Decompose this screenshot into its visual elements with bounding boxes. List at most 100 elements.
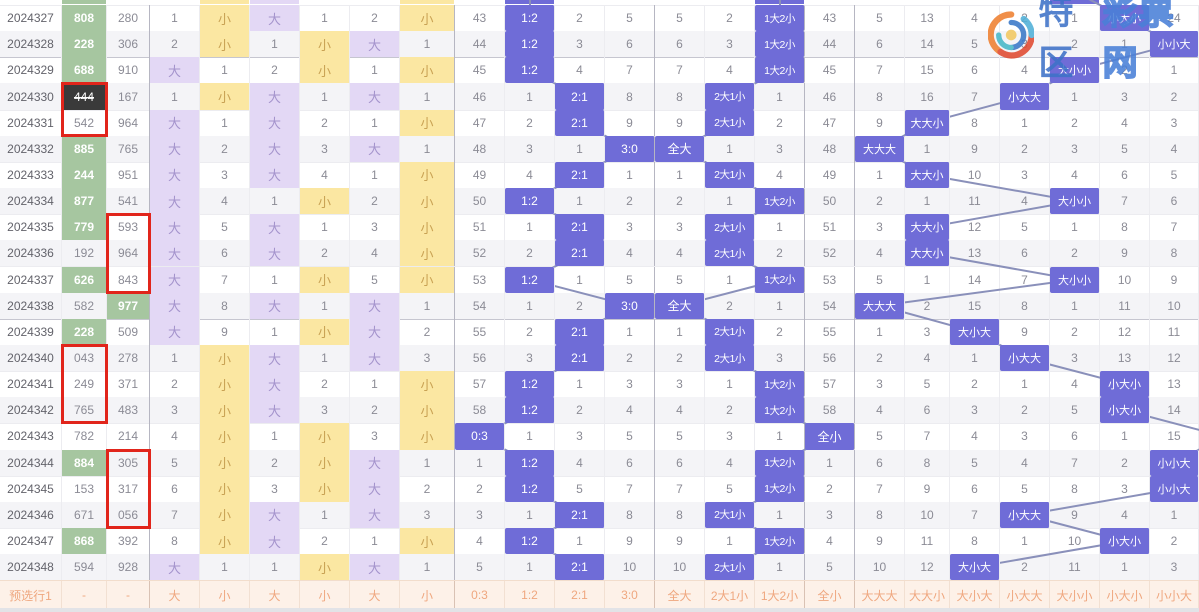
badge-ratio-1-2: 1:2	[505, 5, 555, 32]
cell-pattern-ssb-miss: 3	[1150, 109, 1199, 136]
cell-ratio-3-0-miss: 4	[605, 397, 655, 424]
preselect-2big-1small[interactable]: 2大1小	[705, 581, 755, 609]
preselect-1big-2small[interactable]: 1大2小	[755, 581, 805, 609]
cell-pattern-sbs-miss: 2	[1100, 449, 1150, 476]
cell-units-small-miss: 1	[400, 83, 455, 110]
preselect-draw-number[interactable]: -	[62, 581, 107, 609]
preselect-pattern-bsb[interactable]: 大小大	[950, 581, 1000, 609]
cell-pattern-sbs-miss: 9	[1100, 240, 1150, 267]
table-row: 2024338 582 977 大 8 大 1 大 1 54 1 2 3:0 全大 2 1 54 大大大 2 15 8 1…	[0, 292, 1199, 320]
cell-ratio-0-3-miss: 51	[455, 214, 505, 241]
preselect-units-big[interactable]: 大	[350, 581, 400, 609]
preselect-ratio-0-3[interactable]: 0:3	[455, 581, 505, 609]
sliver-cell	[250, 0, 299, 4]
cell-units-small-miss: 3	[400, 501, 455, 528]
cell-test-number: 951	[107, 161, 150, 189]
preselect-all-big[interactable]: 全大	[655, 581, 705, 609]
preselect-pattern-bbs[interactable]: 大大小	[905, 581, 950, 609]
preselect-test-number[interactable]: -	[107, 581, 150, 609]
cell-hundreds-big-big: 大	[150, 214, 200, 241]
cell-2big-1small-miss: 3	[705, 423, 755, 450]
badge-ratio-1-2: 1:2	[505, 266, 555, 293]
cell-2big-1small-miss: 5	[705, 475, 755, 502]
cell-test-number: 910	[107, 57, 150, 84]
badge-pattern-sbs: 小大小	[1100, 397, 1150, 424]
cell-draw-number: 808	[62, 5, 107, 32]
cell-period: 2024328	[0, 31, 62, 58]
cell-units-big-big: 大	[350, 292, 400, 319]
sliver-cell	[62, 0, 106, 4]
cell-units-big-big: 大	[350, 449, 400, 476]
badge-ratio-2-1: 2:1	[555, 554, 605, 581]
cell-ratio-3-0-miss: 3	[605, 214, 655, 241]
preselect-ratio-1-2[interactable]: 1:2	[505, 581, 555, 609]
preselect-tens-small[interactable]: 小	[300, 581, 350, 609]
cell-all-big-miss: 5	[655, 423, 705, 450]
cell-pattern-sbb-miss: 3	[1000, 161, 1050, 189]
preselect-row[interactable]: 预选行1- - 大小大小大小 0:3 1:2 2:1 3:0 全大 2大1小 1大2小 全小 大大大大…	[0, 580, 1199, 609]
cell-1big-2small-miss: 2	[755, 318, 805, 345]
badge-pattern-sbs: 小大小	[1100, 528, 1150, 555]
preselect-ratio-3-0[interactable]: 3:0	[605, 581, 655, 609]
cell-all-big-miss: 3	[655, 371, 705, 398]
badge-pattern-ssb: 小小大	[1150, 31, 1199, 58]
table-row: 2024347 868 392 8 小大 2 1 小 4 1:2 1 9 9 1 1大2小 4 9 11 8 1 10 小…	[0, 528, 1199, 556]
cell-period: 2024337	[0, 266, 62, 293]
cell-tens-big-miss: 1	[250, 423, 300, 450]
preselect-row-label[interactable]: 预选行1	[0, 581, 62, 609]
cell-test-number: 977	[107, 292, 150, 319]
preselect-pattern-bbb[interactable]: 大大大	[855, 581, 905, 609]
preselect-pattern-ssb[interactable]: 小小大	[1150, 581, 1199, 609]
preselect-tens-big[interactable]: 大	[250, 581, 300, 609]
cell-pattern-bsb-miss: 13	[950, 240, 1000, 267]
cell-units-big-miss: 2	[350, 188, 400, 215]
cell-pattern-sbs-miss: 7	[1100, 188, 1150, 215]
preselect-pattern-sbs[interactable]: 小大小	[1100, 581, 1150, 609]
badge-ratio-1-2: 1:2	[505, 57, 555, 84]
cell-ratio-3-0-miss: 8	[605, 501, 655, 528]
cell-ratio-1-2-miss: 1	[505, 83, 555, 110]
preselect-hundreds-small[interactable]: 小	[200, 581, 250, 609]
cell-pattern-bsb-miss: 5	[950, 31, 1000, 58]
cell-test-number: 483	[107, 397, 150, 424]
badge-ratio-0-3: 0:3	[455, 423, 505, 450]
cell-pattern-sbb-miss: 3	[1000, 423, 1050, 450]
cell-ratio-3-0-miss: 1	[605, 161, 655, 189]
cell-units-small-miss: 2	[400, 475, 455, 502]
badge-all-big: 全大	[655, 292, 705, 319]
badge-1big-2small: 1大2小	[755, 5, 805, 32]
cell-pattern-bbb-miss: 3	[855, 214, 905, 241]
preselect-ratio-2-1[interactable]: 2:1	[555, 581, 605, 609]
cell-test-number: 167	[107, 83, 150, 110]
cell-pattern-sbs-miss: 11	[1100, 292, 1150, 319]
cell-1big-2small-miss: 1	[755, 292, 805, 319]
cell-units-big-miss: 5	[350, 266, 400, 293]
cell-ratio-3-0-miss: 7	[605, 475, 655, 502]
cell-units-big-big: 大	[350, 475, 400, 502]
cell-pattern-sbb-miss: 1	[1000, 528, 1050, 555]
cell-pattern-bbb-miss: 9	[855, 528, 905, 555]
cell-tens-big-miss: 2	[250, 449, 300, 476]
cell-all-big-miss: 1	[655, 318, 705, 345]
cell-units-big-miss: 2	[350, 397, 400, 424]
preselect-pattern-bss[interactable]: 大小小	[1050, 581, 1100, 609]
cell-units-big-miss: 3	[350, 214, 400, 241]
cell-units-small-miss: 1	[400, 292, 455, 319]
badge-pattern-bss: 大小小	[1050, 57, 1100, 84]
preselect-pattern-sbb[interactable]: 小大大	[1000, 581, 1050, 609]
preselect-all-small[interactable]: 全小	[805, 581, 855, 609]
cell-tens-small-small: 小	[300, 318, 350, 345]
sliver-cell	[505, 0, 554, 4]
cell-pattern-ssb-miss: 5	[1150, 161, 1199, 189]
cell-2big-1small-miss: 1	[705, 528, 755, 555]
preselect-hundreds-big[interactable]: 大	[150, 581, 200, 609]
cell-hundreds-big-miss: 1	[150, 5, 200, 32]
cell-hundreds-big-miss: 5	[150, 449, 200, 476]
cell-units-small-small: 小	[400, 214, 455, 241]
cell-test-number: 214	[107, 423, 150, 450]
cell-1big-2small-miss: 1	[755, 83, 805, 110]
preselect-units-small[interactable]: 小	[400, 581, 455, 609]
cell-pattern-ssb-miss: 14	[1150, 397, 1199, 424]
sliver-cell	[1050, 0, 1099, 4]
